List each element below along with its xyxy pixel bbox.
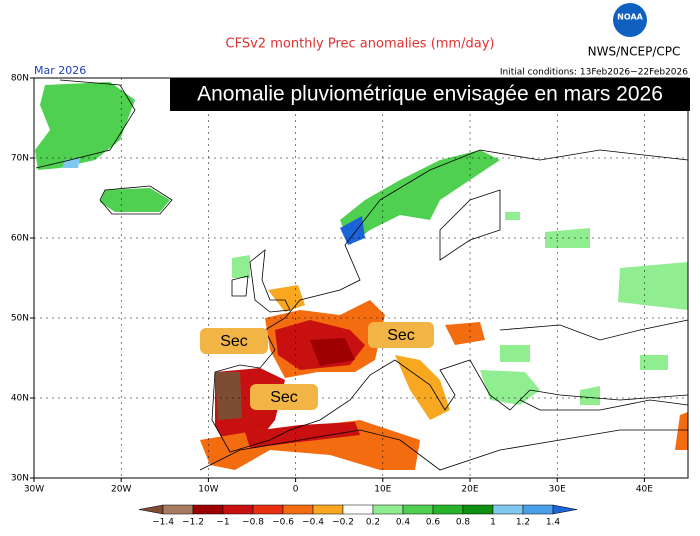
colorbar-segment <box>462 504 494 515</box>
colorbar-tick-label: 1.2 <box>516 518 530 528</box>
lat-tick-label: 70N <box>11 154 29 164</box>
lat-tick-label: 30N <box>11 474 29 484</box>
figure-title: CFSv2 monthly Prec anomalies (mm/day) <box>226 37 495 52</box>
colorbar-tick-label: 0.8 <box>456 518 471 528</box>
logo-text: NOAA <box>617 13 643 22</box>
colorbar-end <box>552 504 578 515</box>
month-label: Mar 2026 <box>34 64 86 77</box>
coastlines <box>35 79 689 471</box>
lat-tick-label: 50N <box>11 314 29 324</box>
lon-tick-label: 20W <box>111 485 131 495</box>
colorbar-segment <box>222 504 254 515</box>
colorbar-segment <box>522 504 554 515</box>
colorbar-segment <box>492 504 524 515</box>
colorbar-tick-label: 0.2 <box>366 518 380 528</box>
callout <box>200 328 268 354</box>
colorbar-segment <box>342 504 374 515</box>
lon-tick-label: 10E <box>374 485 391 495</box>
colorbar-segment <box>282 504 314 515</box>
colorbar-segment <box>312 504 344 515</box>
overlay-title: Anomalie pluviométrique envisagée en mar… <box>197 83 663 106</box>
callout <box>250 384 318 410</box>
colorbar-end <box>138 504 164 515</box>
colorbar-segment <box>432 504 464 515</box>
colorbar-tick-label: −1.4 <box>152 518 174 528</box>
callout-label: Sec <box>220 333 248 350</box>
lon-tick-label: 40E <box>636 485 653 495</box>
colorbar: −1.4 −1.2 −1 −0.8 −0.6 −0.4 −0.2 0.2 0.4 0.6 0.8 1 1… <box>138 504 578 528</box>
colorbar-segment <box>252 504 284 515</box>
map <box>33 77 689 479</box>
colorbar-tick-label: −0.2 <box>332 518 354 528</box>
colorbar-tick-label: 1 <box>490 518 496 528</box>
anomaly-shading <box>35 82 688 470</box>
lat-tick-label: 60N <box>11 234 29 244</box>
lon-tick-label: 30W <box>24 485 44 495</box>
colorbar-segment <box>372 504 404 515</box>
lat-tick-label: 40N <box>11 394 29 404</box>
map-frame-bg <box>34 78 688 478</box>
initial-conditions: Initial conditions: 13Feb2026−22Feb2026 <box>500 68 688 78</box>
colorbar-tick-label: 0.6 <box>426 518 441 528</box>
colorbar-tick-label: 1.4 <box>546 518 561 528</box>
colorbar-tick-label: −1.2 <box>182 518 204 528</box>
colorbar-segment <box>192 504 224 515</box>
colorbar-tick-label: −0.8 <box>242 518 264 528</box>
colorbar-segment <box>402 504 434 515</box>
colorbar-tick-label: −0.4 <box>302 518 324 528</box>
colorbar-tick-label: −1 <box>216 518 229 528</box>
colorbar-tick-label: −0.6 <box>272 518 294 528</box>
overlay-title-bg <box>170 78 690 111</box>
lat-tick-label: 80N <box>11 74 29 84</box>
agency: NWS/NCEP/CPC <box>588 45 681 59</box>
lon-tick-label: 20E <box>461 485 478 495</box>
callout-label: Sec <box>270 389 298 406</box>
callout <box>368 322 434 348</box>
colorbar-tick-label: 0.4 <box>396 518 411 528</box>
lon-tick-label: 10W <box>198 485 218 495</box>
lon-tick-label: 0 <box>293 485 299 495</box>
lon-tick-label: 30E <box>549 485 566 495</box>
colorbar-segment <box>162 504 194 515</box>
logo <box>613 3 647 37</box>
callout-label: Sec <box>387 327 415 344</box>
